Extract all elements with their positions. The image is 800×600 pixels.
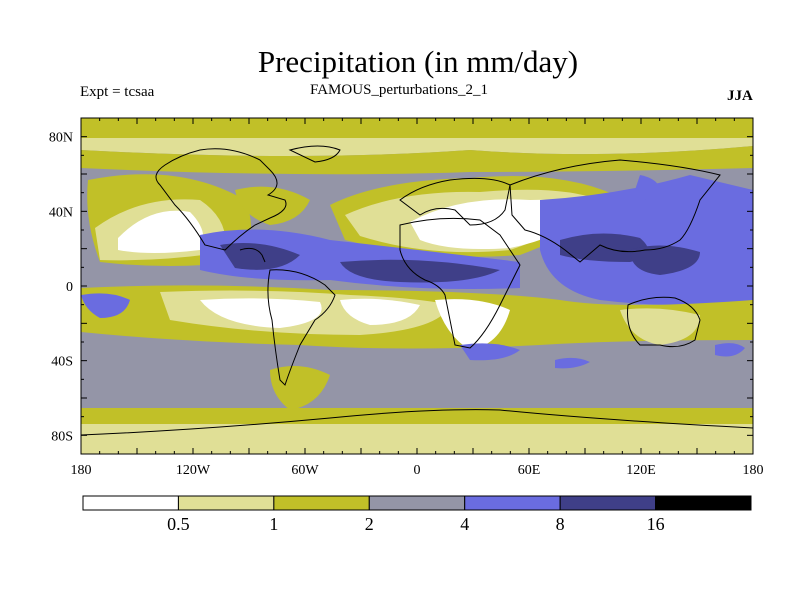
japan-heavy — [635, 175, 661, 202]
lat-tick-label: 40S — [51, 355, 73, 370]
run-label: FAMOUS_perturbations_2_1 — [310, 82, 489, 98]
colorbar-label: 16 — [647, 514, 665, 534]
warm-pool-very-heavy — [630, 245, 700, 275]
australia-light — [620, 308, 700, 345]
s-atlantic-dry — [340, 298, 420, 325]
lat-tick-label: 0 — [66, 280, 73, 295]
antarctica-coast — [81, 409, 753, 436]
colorbar-label: 1 — [269, 514, 278, 534]
north-america-coast — [155, 148, 287, 251]
lon-tick-label: 60E — [518, 463, 541, 478]
colorbar-swatch — [368, 495, 466, 511]
agulhas-heavy — [460, 343, 520, 361]
atlantic-itcz-very-heavy — [340, 259, 500, 283]
latitude-axis: 80N 40N 0 40S 80S — [49, 131, 73, 445]
experiment-label: Expt = tcsaa — [80, 84, 155, 100]
lon-tick-label: 180 — [743, 463, 764, 478]
precip-field — [81, 118, 753, 454]
lat-tick-label: 80S — [51, 429, 73, 444]
bay-of-bengal-very-heavy — [560, 233, 648, 262]
central-america-coast — [239, 247, 266, 263]
tick-marks — [80, 117, 754, 455]
colorbar-swatch — [464, 495, 561, 511]
greenland-coast — [288, 145, 341, 163]
lon-tick-label: 120W — [176, 463, 211, 478]
colorbar-swatch — [82, 495, 179, 511]
se-pacific-dry — [200, 298, 322, 328]
arctic-dry-band — [81, 138, 753, 156]
coastlines — [81, 145, 753, 436]
colorbar-swatch — [655, 495, 752, 511]
lat-tick-label: 40N — [49, 205, 73, 220]
tasman-heavy — [715, 343, 745, 357]
colorbar-label: 8 — [556, 514, 565, 534]
colorbar-swatch — [559, 495, 657, 511]
colorbar-swatch — [177, 495, 275, 511]
colorbar-label: 4 — [460, 514, 469, 534]
australia-coast — [627, 296, 701, 348]
lon-tick-label: 120E — [626, 463, 656, 478]
africa-coast — [399, 217, 521, 349]
north-midlat-band — [81, 146, 753, 175]
lon-tick-label: 60W — [291, 463, 319, 478]
longitude-axis: 180 120W 60W 0 60E 120E 180 — [71, 463, 764, 478]
europe-coast — [399, 177, 511, 226]
south-america-coast — [267, 269, 336, 386]
colorbar-labels: 0.5 1 2 4 8 16 — [167, 514, 664, 534]
colorbar — [82, 495, 752, 511]
plot-title: Precipitation (in mm/day) — [257, 44, 579, 79]
colorbar-label: 0.5 — [167, 514, 190, 534]
colorbar-label: 2 — [365, 514, 374, 534]
season-label: JJA — [727, 88, 753, 104]
s-atlantic-moderate — [270, 366, 330, 410]
s-indian-heavy — [555, 357, 590, 369]
colorbar-swatch — [273, 495, 370, 511]
lon-tick-label: 0 — [414, 463, 421, 478]
s-pacific-convergence — [81, 293, 130, 318]
lon-tick-label: 180 — [71, 463, 92, 478]
southern-africa-dry — [435, 299, 510, 350]
lat-tick-label: 80N — [49, 131, 73, 146]
asian-monsoon-heavy — [540, 175, 753, 305]
asia-coast — [509, 159, 721, 263]
mexico-moderate — [235, 186, 310, 225]
sw-north-america-dry — [118, 210, 204, 253]
